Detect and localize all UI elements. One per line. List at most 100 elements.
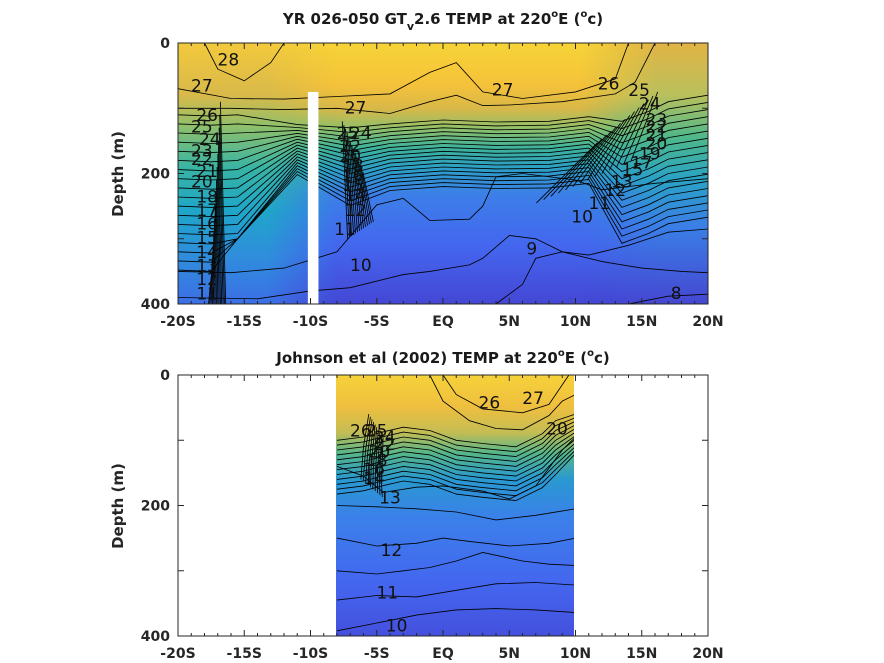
contour-line (360, 168, 372, 224)
contour-line (354, 152, 364, 229)
contour-label: 27 (191, 76, 213, 96)
contour-line (215, 193, 217, 304)
contour-label: 8 (671, 284, 682, 304)
contour-line (178, 123, 708, 154)
contour-line (178, 156, 708, 218)
contour-label: 20 (369, 442, 391, 462)
contour-line (343, 125, 351, 238)
x-tick-label: 20N (692, 646, 723, 662)
contour-label: 18 (342, 157, 364, 177)
contour-line (630, 91, 659, 161)
contour-line (336, 450, 574, 497)
contour-line (178, 137, 708, 172)
contour-label: 21 (196, 162, 218, 182)
x-tick-label: 5N (499, 314, 520, 330)
contour-line (336, 447, 574, 492)
contour-line (550, 134, 607, 197)
y-tick-label: 200 (141, 499, 170, 515)
contour-line (178, 147, 708, 190)
contour-label: 13 (196, 257, 218, 277)
missing-data-strip (307, 91, 319, 304)
contour-label: 12 (196, 270, 218, 290)
x-tick-label: -20S (160, 646, 195, 662)
contour-label: 20 (191, 172, 213, 192)
contour-line (372, 427, 378, 490)
y-axis-label: Depth (m) (109, 131, 127, 217)
contour-label: 22 (646, 118, 668, 138)
contour-line (178, 94, 708, 129)
contour-label: 15 (622, 161, 644, 181)
contour-line (178, 130, 708, 163)
contour-line (356, 156, 366, 228)
x-tick-label: -10S (293, 314, 328, 330)
y-tick-label: 200 (141, 167, 170, 183)
contour-line (219, 101, 227, 304)
contour-label: 27 (345, 99, 367, 119)
contour-label: 22 (374, 435, 396, 455)
contour-label: 15 (196, 228, 218, 248)
contour-line (217, 140, 223, 304)
y-tick-label: 0 (160, 368, 170, 384)
contour-label: 11 (589, 194, 611, 214)
panel-title: Johnson et al (2002) TEMP at 220oE (oc) (275, 348, 609, 367)
contour-label: 10 (386, 617, 408, 637)
contour-line (336, 421, 574, 458)
contour-label: 10 (350, 256, 372, 276)
x-tick-label: 15N (626, 314, 657, 330)
panel-title: YR 026-050 GTv2.6 TEMP at 220oE (oc) (282, 9, 603, 33)
x-axis: -20S -15S -10S -5S EQ 5N 10N 15N 20N (160, 43, 724, 330)
contour-label: 9 (526, 240, 537, 260)
contour-label: 18 (366, 451, 388, 471)
contour-label: 25 (191, 118, 213, 138)
x-tick-label: EQ (432, 314, 454, 330)
x-tick-label: -15S (227, 646, 262, 662)
contour-label: 19 (639, 144, 661, 164)
contour-line (346, 132, 355, 235)
x-tick-label: 20N (692, 314, 723, 330)
contour-line (219, 114, 225, 304)
contour-line (178, 173, 708, 274)
contour-label: 23 (646, 110, 668, 130)
contour-line (178, 150, 708, 199)
x-tick-label: -5S (364, 646, 390, 662)
contour-line (369, 424, 376, 488)
contour-line (579, 119, 626, 184)
contour-line (351, 144, 360, 231)
contour-line (218, 127, 224, 304)
contour-label: 14 (345, 186, 367, 206)
contour-label: 16 (363, 460, 385, 480)
panel-model: YR 026-050 GTv2.6 TEMP at 220oE (oc) 282… (109, 9, 724, 330)
contour-line (352, 148, 362, 230)
contour-label: 24 (639, 95, 661, 115)
contour-label: 20 (646, 134, 668, 154)
contour-lines (336, 375, 574, 632)
panel-observations: Johnson et al (2002) TEMP at 220oE (oc) … (109, 348, 724, 662)
contour-line (178, 162, 708, 236)
contour-line (367, 421, 375, 486)
contour-label: 16 (342, 166, 364, 186)
x-tick-label: 10N (560, 314, 591, 330)
contour-label: 11 (196, 285, 218, 305)
contour-line (216, 166, 220, 304)
contour-line (374, 429, 379, 492)
contour-label: 21 (646, 126, 668, 146)
contour-line (336, 436, 574, 477)
x-axis: -20S -15S -10S -5S EQ 5N 10N 15N 20N (160, 375, 724, 662)
contour-line (217, 153, 221, 304)
contour-line (336, 414, 574, 448)
contour-line (357, 160, 368, 226)
contour-line (336, 537, 574, 547)
contour-line (215, 179, 219, 304)
contour-line (380, 437, 384, 498)
contour-line (345, 129, 353, 237)
contour-line (336, 505, 574, 521)
contour-line (365, 419, 373, 484)
contour-line (212, 232, 215, 304)
x-tick-label: 5N (499, 646, 520, 662)
y-tick-label: 400 (141, 297, 170, 313)
contour-line (178, 43, 656, 114)
contour-line (557, 130, 612, 194)
contour-label: 26 (479, 393, 501, 413)
